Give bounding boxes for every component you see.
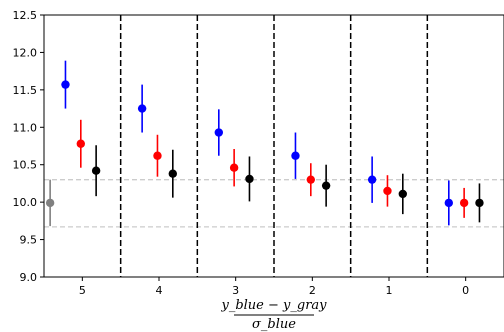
data-point-s1-c2 bbox=[229, 163, 239, 172]
data-point-s0-c0 bbox=[61, 80, 70, 89]
data-point-s3-c0 bbox=[45, 198, 55, 208]
x-tick-label-1: 4 bbox=[156, 284, 163, 297]
data-point-s1-c4 bbox=[383, 186, 392, 196]
y-tick-label-7: 12.5 bbox=[13, 9, 38, 22]
x-axis: 5 4 3 2 1 0 bbox=[79, 277, 469, 297]
data-point-s2-c2 bbox=[245, 174, 254, 184]
y-axis: 9.0 9.5 10.0 10.5 11.0 11.5 12.0 12.5 bbox=[13, 9, 44, 284]
x-tick-label-5: 0 bbox=[462, 284, 469, 297]
y-tick-label-3: 10.5 bbox=[13, 159, 38, 172]
y-tick-label-2: 10.0 bbox=[13, 196, 38, 209]
data-point-s0-c5 bbox=[444, 198, 453, 208]
y-tick-label-6: 12.0 bbox=[13, 46, 38, 59]
y-tick-label-4: 11.0 bbox=[13, 121, 38, 134]
plot-frame bbox=[43, 14, 504, 278]
data-point-s2-c4 bbox=[398, 189, 407, 199]
x-tick-label-0: 5 bbox=[79, 284, 86, 297]
data-point-s0-c4 bbox=[367, 175, 377, 184]
x-tick-label-3: 2 bbox=[309, 284, 316, 297]
y-tick-label-5: 11.5 bbox=[13, 84, 38, 97]
x-tick-label-2: 3 bbox=[232, 284, 239, 297]
data-point-s0-c3 bbox=[291, 151, 300, 160]
data-point-s1-c0 bbox=[76, 139, 86, 148]
data-point-s1-c5 bbox=[459, 198, 469, 208]
y-tick-label-1: 9.5 bbox=[20, 234, 38, 247]
data-point-s1-c1 bbox=[153, 151, 162, 160]
data-point-s2-c1 bbox=[168, 169, 177, 178]
data-point-s2-c0 bbox=[91, 166, 101, 175]
data-point-s2-c3 bbox=[321, 181, 331, 190]
x-tick-label-4: 1 bbox=[386, 284, 393, 297]
y-tick-label-0: 9.0 bbox=[20, 271, 38, 284]
data-points bbox=[45, 60, 484, 227]
x-axis-label-denominator: σ_blue bbox=[252, 317, 296, 332]
data-point-s0-c1 bbox=[137, 104, 147, 113]
data-point-s0-c2 bbox=[214, 128, 223, 137]
category-separators bbox=[119, 15, 429, 277]
x-axis-label: y_blue − y_gray σ_blue bbox=[220, 298, 327, 332]
data-point-s2-c5 bbox=[475, 198, 484, 208]
x-axis-label-numerator: y_blue − y_gray bbox=[220, 298, 327, 313]
data-point-s1-c3 bbox=[306, 175, 315, 184]
